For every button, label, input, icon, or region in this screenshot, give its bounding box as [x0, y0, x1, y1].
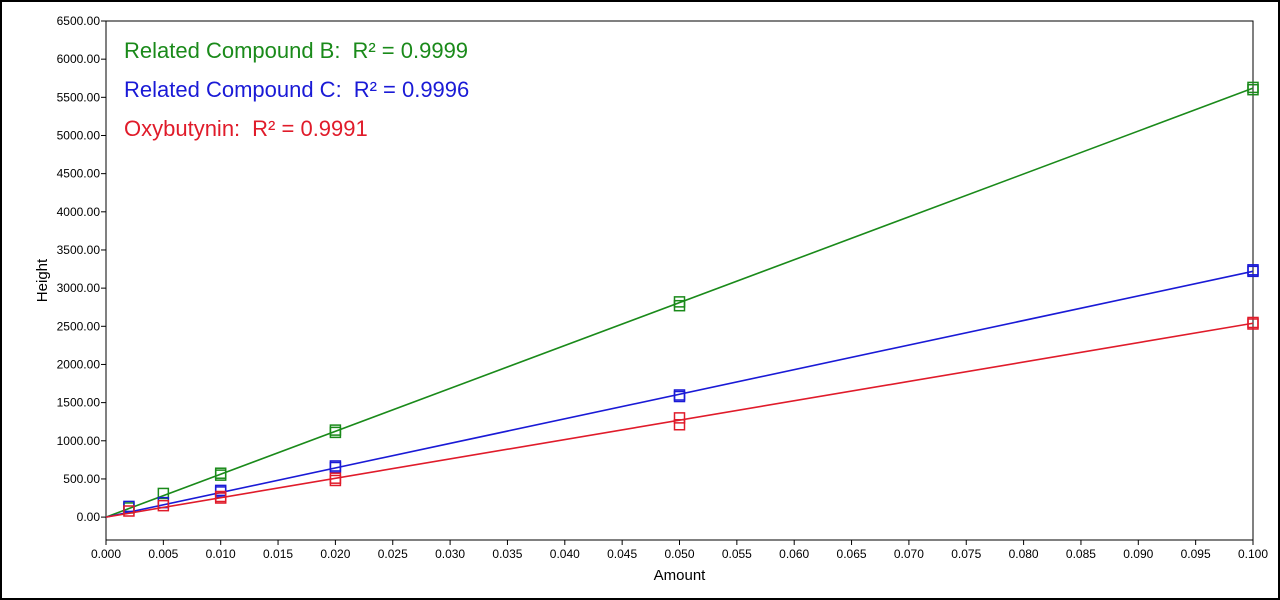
- data-point: [329, 472, 342, 484]
- y-tick-label: 5500.00: [57, 90, 101, 104]
- data-point: [673, 419, 686, 431]
- x-tick-label: 0.100: [1238, 547, 1268, 561]
- data-point: [157, 487, 170, 500]
- x-tick-label: 0.080: [1009, 547, 1039, 561]
- plot-area: [105, 20, 1254, 541]
- x-tick-label: 0.075: [951, 547, 981, 561]
- series-layer: [105, 81, 1259, 518]
- x-tick-label: 0.030: [435, 547, 465, 561]
- y-tick-label: 3000.00: [57, 281, 101, 295]
- y-tick-label: 1000.00: [57, 434, 101, 448]
- y-tick-label: 2000.00: [57, 357, 101, 371]
- series-2: [105, 316, 1259, 518]
- y-tick-label: 0.00: [77, 510, 101, 524]
- data-point: [329, 424, 342, 436]
- y-tick-label: 1500.00: [57, 396, 101, 410]
- data-point: [214, 467, 227, 479]
- series-1: [105, 264, 1259, 518]
- legend-label-0: Related Compound B:: [124, 38, 340, 63]
- legend-entry-1: Related Compound C: R² = 0.9996: [124, 77, 469, 102]
- x-tick-label: 0.055: [722, 547, 752, 561]
- y-tick-label: 500.00: [63, 472, 100, 486]
- fit-line-1: [105, 270, 1254, 518]
- data-point: [673, 412, 686, 424]
- data-point: [673, 389, 686, 401]
- y-axis-title: Height: [34, 258, 51, 302]
- data-point: [157, 499, 170, 512]
- legend-label-2: Oxybutynin:: [124, 116, 240, 141]
- legend-r2-2: R² = 0.9991: [252, 116, 368, 141]
- x-tick-label: 0.095: [1181, 547, 1211, 561]
- legend-r2-1: R² = 0.9996: [354, 77, 470, 102]
- x-tick-label: 0.065: [837, 547, 867, 561]
- x-tick-label: 0.045: [607, 547, 637, 561]
- x-tick-label: 0.060: [779, 547, 809, 561]
- legend-label-1: Related Compound C:: [124, 77, 342, 102]
- x-tick-label: 0.090: [1123, 547, 1153, 561]
- data-point: [1247, 264, 1259, 276]
- y-tick-label: 2500.00: [57, 319, 101, 333]
- fit-line-0: [105, 87, 1254, 518]
- x-tick-label: 0.020: [320, 547, 350, 561]
- x-tick-label: 0.050: [664, 547, 694, 561]
- x-tick-label: 0.010: [206, 547, 236, 561]
- legend: Related Compound B: R² = 0.9999 Related C…: [124, 38, 469, 141]
- x-tick-label: 0.070: [894, 547, 924, 561]
- x-tick-label: 0.025: [378, 547, 408, 561]
- y-tick-label: 4500.00: [57, 167, 101, 181]
- x-axis: 0.000 0.005 0.010 0.015 0.020 0.025 0.030 0.035…: [91, 540, 1268, 561]
- data-point: [673, 296, 686, 308]
- x-tick-label: 0.005: [148, 547, 178, 561]
- legend-entry-0: Related Compound B: R² = 0.9999: [124, 38, 468, 63]
- y-tick-label: 3500.00: [57, 243, 101, 257]
- x-tick-label: 0.000: [91, 547, 121, 561]
- data-point: [1247, 81, 1259, 94]
- x-tick-label: 0.085: [1066, 547, 1096, 561]
- data-point: [214, 484, 227, 497]
- y-tick-label: 5000.00: [57, 128, 101, 142]
- x-tick-label: 0.015: [263, 547, 293, 561]
- x-axis-title: Amount: [654, 567, 707, 584]
- data-point: [329, 460, 342, 472]
- legend-r2-0: R² = 0.9999: [352, 38, 468, 63]
- data-point: [123, 505, 135, 517]
- y-tick-label: 6000.00: [57, 52, 101, 66]
- y-tick-label: 6500.00: [57, 14, 101, 28]
- legend-entry-2: Oxybutynin: R² = 0.9991: [124, 116, 368, 141]
- y-tick-label: 4000.00: [57, 205, 101, 219]
- data-point: [214, 490, 227, 503]
- y-axis: 0.00 500.00 1000.00 1500.00 2000.00 2500.00 30…: [57, 14, 106, 524]
- data-point: [1247, 316, 1259, 329]
- x-tick-label: 0.035: [492, 547, 522, 561]
- x-tick-label: 0.040: [550, 547, 580, 561]
